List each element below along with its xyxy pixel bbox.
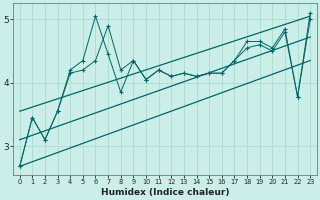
- X-axis label: Humidex (Indice chaleur): Humidex (Indice chaleur): [101, 188, 229, 197]
